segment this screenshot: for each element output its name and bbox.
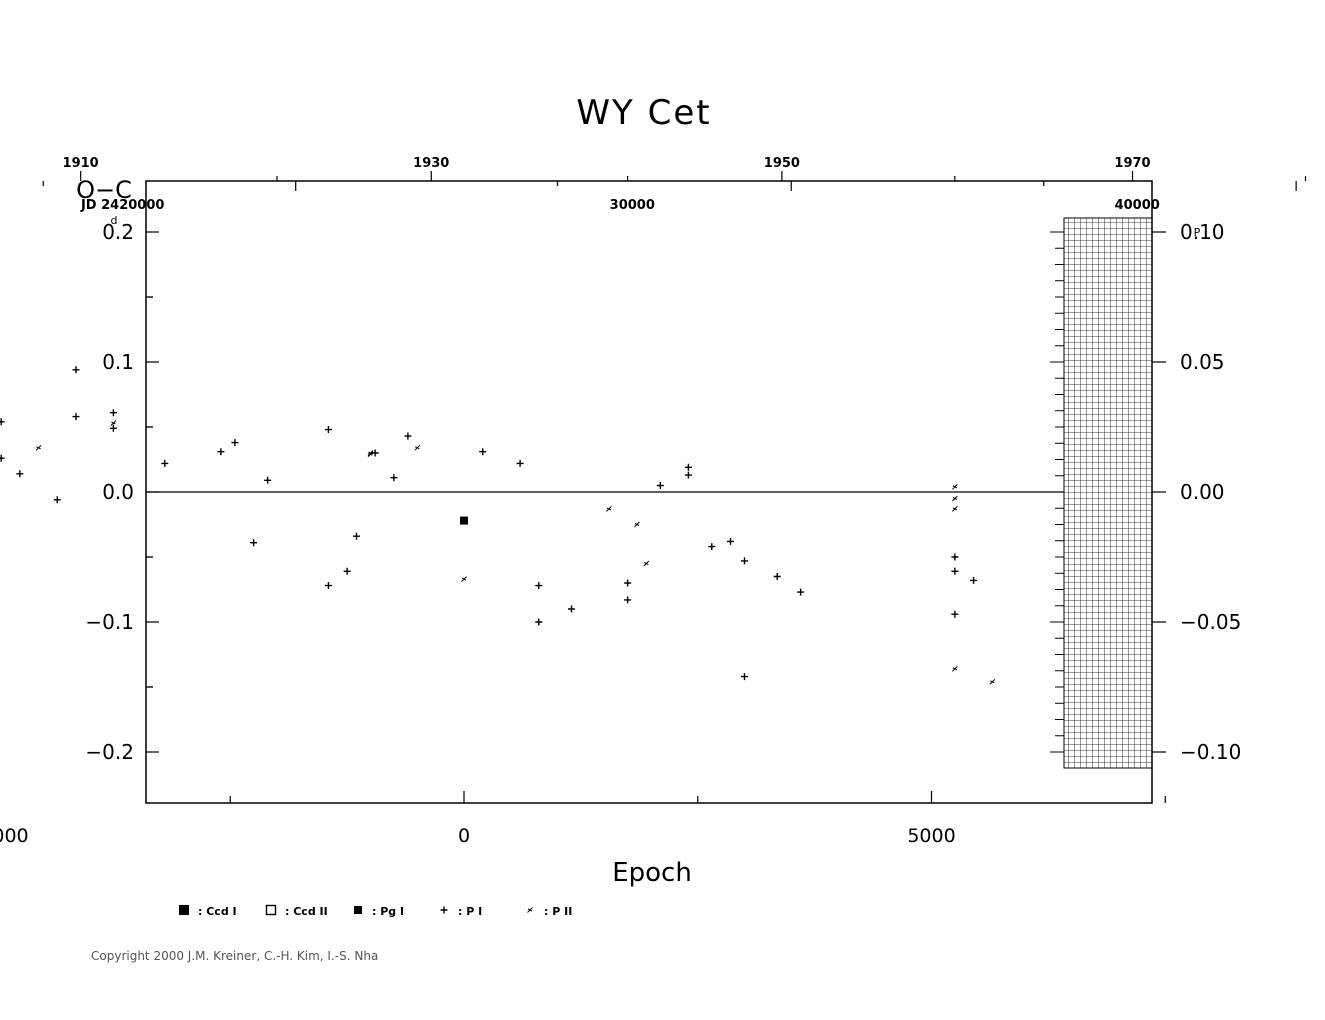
- legend: : Ccd I : Ccd II : Pg I : P I : P II: [179, 904, 572, 918]
- data-point-plus: [773, 573, 781, 580]
- data-point-plus: [624, 579, 632, 587]
- legend-label: : Ccd II: [285, 905, 328, 918]
- legend-marker-plus: [440, 906, 448, 914]
- data-point-plus: [352, 532, 360, 540]
- data-point-cross: [952, 506, 958, 512]
- data-point-plus: [161, 459, 169, 467]
- data-point-plus: [72, 413, 80, 421]
- data-point-plus: [951, 567, 959, 575]
- data-point-plus: [390, 474, 398, 482]
- data-point-plus: [109, 409, 117, 417]
- data-point-plus: [726, 537, 734, 545]
- data-point-plus: [568, 605, 576, 613]
- data-point-cross: [643, 560, 650, 567]
- data-point-small-filled-square: [460, 516, 468, 525]
- year-tick-label: 1950: [764, 156, 800, 171]
- y2-tick-label: −0.10: [1180, 740, 1241, 764]
- x-tick-label: −5000: [0, 825, 29, 847]
- data-point-plus: [53, 496, 61, 504]
- data-point-cross: [989, 678, 996, 685]
- legend-label: : P I: [458, 905, 482, 918]
- x-tick-label: 5000: [907, 825, 955, 847]
- x-tick-label: 0: [458, 825, 470, 847]
- data-point-plus: [0, 454, 5, 462]
- data-point-cross: [952, 665, 958, 672]
- chart-title: WY Cet: [576, 93, 711, 133]
- data-point-plus: [797, 588, 805, 596]
- data-point-plus: [109, 424, 117, 432]
- legend-label: : P II: [544, 905, 572, 918]
- data-point-plus: [741, 673, 748, 681]
- data-point-plus: [343, 567, 351, 575]
- data-point-cross: [606, 506, 612, 512]
- data-point-cross: [35, 444, 42, 451]
- data-point-cross: [414, 444, 421, 451]
- data-point-plus: [951, 553, 959, 561]
- data-point-plus: [250, 539, 258, 547]
- data-point-cross: [367, 451, 374, 458]
- year-tick-label: 1910: [63, 156, 99, 171]
- jd-tick-label: JD 2420000: [80, 198, 164, 213]
- data-point-plus: [404, 432, 412, 440]
- data-point-plus: [535, 582, 543, 590]
- legend-marker-open-square: [265, 904, 277, 916]
- legend-marker-cross: [527, 907, 533, 913]
- data-point-plus: [371, 449, 379, 457]
- year-tick-label: 1930: [413, 156, 449, 171]
- legend-label: : Pg I: [372, 905, 404, 918]
- data-point-plus: [324, 426, 332, 434]
- y-unit-label: d: [111, 214, 118, 227]
- data-points: [0, 366, 996, 685]
- y-axis-label: O−C: [76, 176, 132, 204]
- x-axis-label: Epoch: [612, 858, 692, 888]
- y-tick-label: 0.2: [102, 220, 134, 244]
- data-point-plus: [970, 576, 978, 584]
- data-point-plus: [656, 482, 664, 489]
- data-point-plus: [217, 448, 225, 456]
- y2-tick-label: −0.05: [1180, 610, 1241, 634]
- jd-tick-label: 30000: [610, 198, 655, 213]
- y-tick-label: 0.1: [102, 350, 134, 374]
- data-point-cross: [634, 521, 640, 528]
- legend-marker-filled-square: [179, 905, 189, 915]
- data-point-plus: [231, 439, 239, 447]
- y2-tick-label: 0.05: [1180, 350, 1225, 374]
- y2-tick-label: 0.10: [1180, 220, 1225, 244]
- data-point-plus: [16, 470, 24, 478]
- data-point-plus: [324, 582, 332, 590]
- jd-tick-label: 40000: [1115, 198, 1160, 213]
- data-point-plus: [708, 543, 716, 551]
- y-tick-label: −0.1: [85, 610, 134, 634]
- y-tick-label: 0.0: [102, 480, 134, 504]
- future-region-hatch: [1063, 217, 1153, 769]
- data-point-plus: [624, 596, 632, 604]
- axis-ticks: −500005000100000.20.10.0−0.1−0.20.100.05…: [0, 156, 1307, 847]
- data-point-cross: [110, 420, 117, 426]
- data-point-cross: [952, 483, 958, 490]
- data-point-plus: [684, 471, 692, 479]
- data-point-plus: [684, 463, 692, 471]
- y2-tick-label: 0.00: [1180, 480, 1225, 504]
- legend-marker-small-filled-square: [354, 906, 362, 914]
- copyright-text: Copyright 2000 J.M. Kreiner, C.-H. Kim, …: [91, 949, 378, 963]
- y-tick-label: −0.2: [85, 740, 134, 764]
- data-point-plus: [516, 459, 524, 467]
- data-point-plus: [951, 610, 959, 618]
- data-point-plus: [479, 448, 487, 456]
- data-point-plus: [264, 476, 272, 484]
- data-point-plus: [535, 618, 543, 626]
- y2-unit-label: P: [1194, 226, 1201, 239]
- data-point-plus: [0, 418, 5, 426]
- data-point-plus: [72, 366, 80, 374]
- data-point-plus: [741, 557, 748, 565]
- year-tick-label: 1970: [1114, 156, 1150, 171]
- data-point-cross: [952, 495, 958, 502]
- data-point-cross: [461, 576, 467, 582]
- legend-label: : Ccd I: [198, 905, 237, 918]
